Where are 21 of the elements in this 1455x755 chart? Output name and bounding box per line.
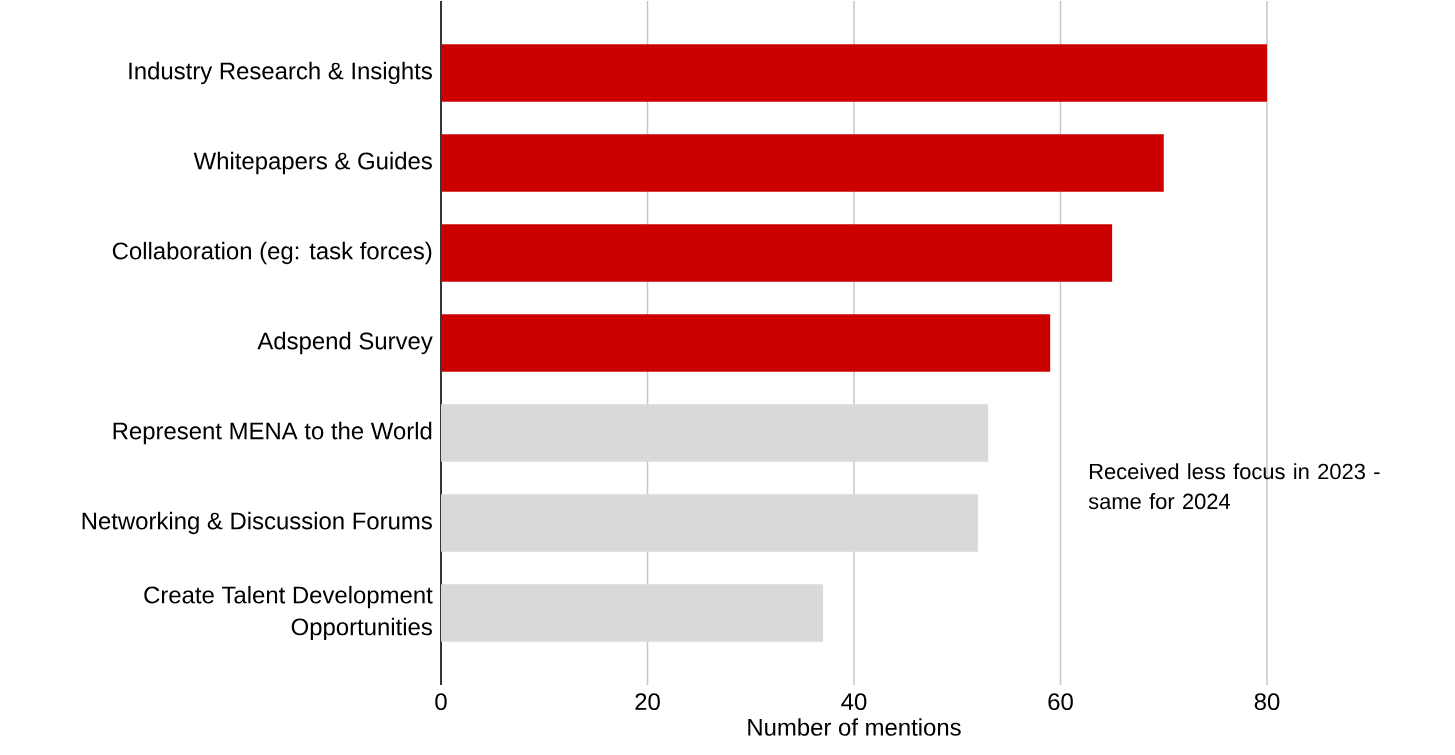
x-tick-label: 20 bbox=[635, 693, 660, 711]
x-tick-label: 0 bbox=[435, 693, 447, 711]
bar bbox=[441, 584, 824, 642]
y-tick-label: Represent MENA to the World bbox=[113, 421, 432, 445]
bar bbox=[441, 44, 1267, 102]
annotation: Received less focus in 2023 - same for 2024 bbox=[1088, 463, 1380, 510]
bar bbox=[441, 404, 989, 462]
y-tick-label: Create Talent Development Opportunities bbox=[144, 585, 433, 641]
x-tick-label: 60 bbox=[1048, 693, 1073, 711]
bar bbox=[441, 314, 1051, 372]
y-tick-label: Industry Research & Insights bbox=[129, 61, 432, 85]
y-tick-label: Collaboration (eg: task forces) bbox=[112, 241, 432, 265]
y-tick-label: Networking & Discussion Forums bbox=[82, 511, 432, 535]
x-tick-label: 40 bbox=[841, 693, 867, 711]
y-tick-label: Whitepapers & Guides bbox=[193, 151, 432, 175]
bar bbox=[441, 134, 1164, 192]
y-tick-label: Adspend Survey bbox=[257, 331, 433, 355]
bar bbox=[441, 494, 978, 552]
x-axis-title: Number of mentions bbox=[748, 718, 961, 736]
bar bbox=[441, 224, 1113, 282]
x-tick-label: 80 bbox=[1254, 693, 1280, 711]
